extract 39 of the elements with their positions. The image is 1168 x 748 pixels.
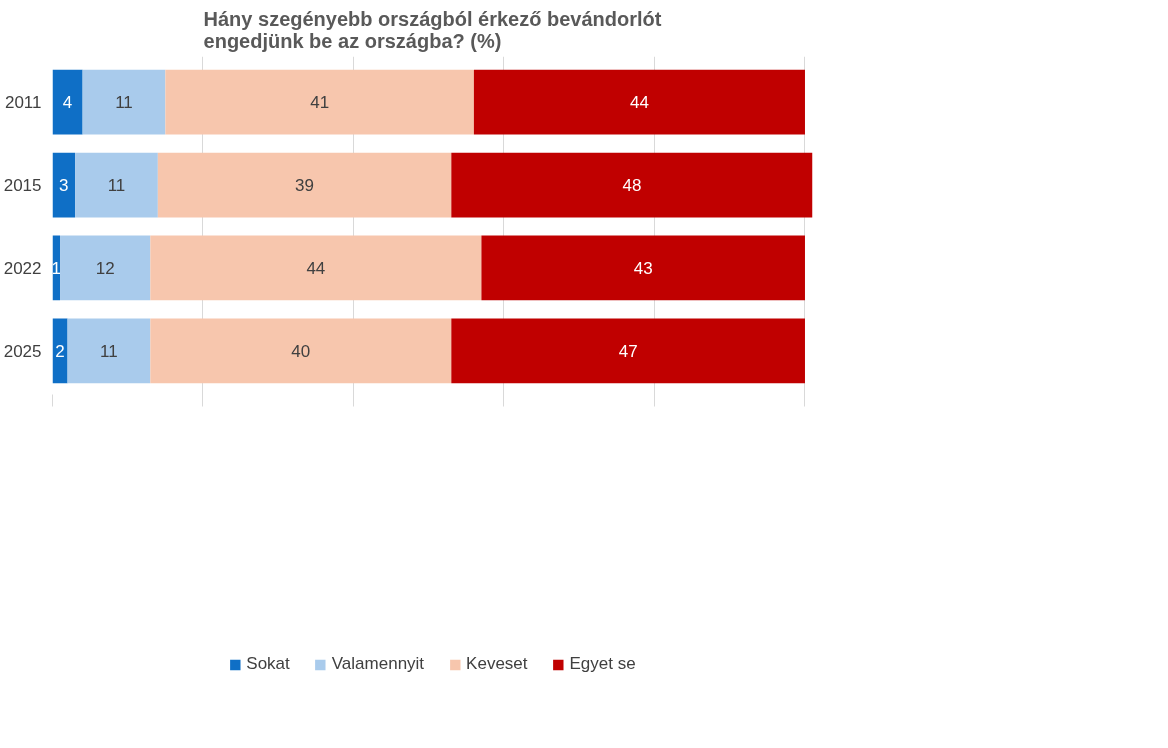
bar <box>52 152 76 218</box>
bar <box>150 318 452 384</box>
y-tick-label: 2022 <box>3 258 42 278</box>
chart-title: Hány szegényebb országból érkező bevándorlót engedjünk be az országba? (%) <box>203 7 662 52</box>
bar <box>52 318 68 384</box>
data-label: 41 <box>310 93 330 113</box>
bar <box>67 318 151 384</box>
bar <box>75 152 158 218</box>
data-label: 43 <box>633 258 653 278</box>
y-tick-label: 2011 <box>4 93 42 113</box>
data-label: 44 <box>306 258 326 278</box>
data-label: 11 <box>107 176 126 196</box>
data-label: 11 <box>115 93 133 113</box>
bar <box>52 69 83 135</box>
bar <box>451 152 813 218</box>
data-label: 11 <box>100 341 118 361</box>
data-label: 4 <box>62 93 73 113</box>
bar <box>481 235 805 301</box>
legend-label: Keveset <box>466 654 528 674</box>
legend-label: Valamennyit <box>331 654 425 674</box>
data-label: 40 <box>291 341 311 361</box>
data-label: 44 <box>629 93 649 113</box>
bar <box>157 152 452 218</box>
data-label: 39 <box>295 176 315 196</box>
bar <box>82 69 166 135</box>
bar <box>165 69 474 135</box>
bar <box>451 318 805 384</box>
data-label: 48 <box>622 176 642 196</box>
legend-label: Egyet se <box>569 654 636 674</box>
data-label: 47 <box>618 341 638 361</box>
y-tick-label: 2025 <box>3 341 42 361</box>
data-label: 3 <box>59 176 69 196</box>
bar <box>60 235 151 301</box>
bar <box>473 69 805 135</box>
data-label: 12 <box>95 258 115 278</box>
bar <box>150 235 482 301</box>
y-tick-label: 2015 <box>3 176 42 196</box>
data-label: 2 <box>55 341 65 361</box>
legend-label: Sokat <box>246 654 290 674</box>
